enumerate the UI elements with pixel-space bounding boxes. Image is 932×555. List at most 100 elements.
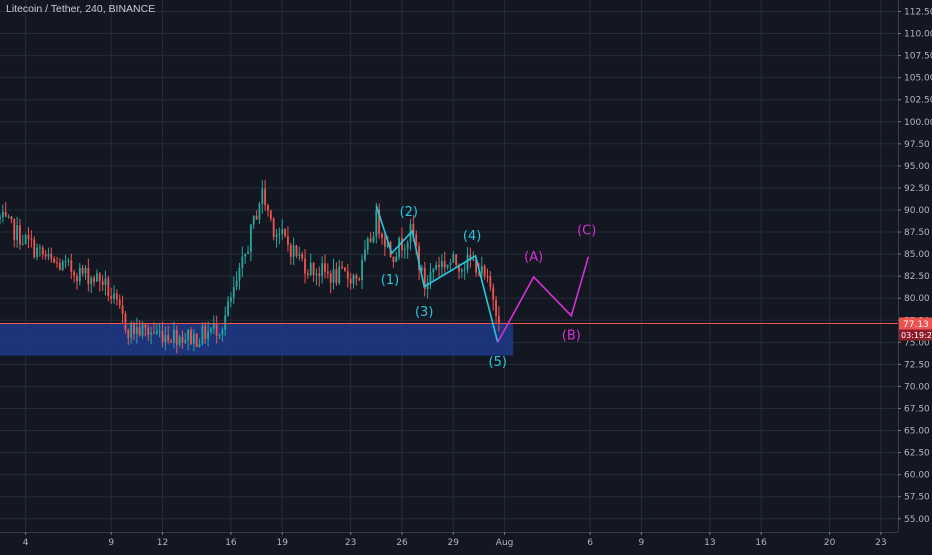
- candle-body: [98, 273, 101, 282]
- candle-body: [252, 215, 255, 225]
- candle: [298, 246, 301, 261]
- candle: [406, 240, 409, 259]
- candle: [378, 203, 381, 239]
- candle: [107, 275, 110, 302]
- candle-body: [381, 233, 383, 238]
- candle: [36, 243, 38, 261]
- candle: [144, 323, 147, 337]
- candle: [432, 267, 435, 282]
- price-tick-label: 72.50: [904, 360, 930, 370]
- wave-label: (C): [577, 224, 596, 239]
- price-tick-label: 107.50: [904, 52, 932, 62]
- price-tick-label: 55.00: [904, 515, 930, 525]
- candle-body: [386, 241, 389, 247]
- candle: [21, 234, 24, 246]
- candle: [435, 261, 438, 271]
- price-tick-label: 65.00: [904, 427, 930, 437]
- candle-body: [153, 332, 155, 334]
- candle-body: [64, 261, 67, 263]
- candle: [483, 264, 486, 280]
- candle-body: [298, 254, 301, 256]
- candle: [50, 247, 53, 263]
- candle-body: [70, 260, 73, 272]
- candle-body: [61, 261, 64, 270]
- candle-body: [144, 324, 147, 328]
- candle-body: [318, 273, 321, 277]
- candle: [187, 328, 190, 351]
- price-tick-label: 102.50: [904, 96, 932, 106]
- current-price-label: 77.13: [903, 320, 929, 330]
- candle-body: [87, 268, 90, 285]
- candle-body: [264, 188, 267, 206]
- candle-body: [423, 267, 426, 290]
- candle-body: [181, 336, 184, 343]
- candle-body: [275, 234, 278, 238]
- candle-body: [232, 286, 235, 298]
- candle-body: [118, 299, 121, 306]
- candle: [446, 264, 449, 271]
- wave-label: (5): [489, 355, 507, 370]
- wave-label: (1): [381, 273, 399, 288]
- candle-body: [76, 275, 78, 282]
- candle: [361, 254, 363, 290]
- candle: [118, 294, 121, 309]
- candle: [61, 259, 64, 272]
- candle: [440, 254, 443, 276]
- price-tick-label: 92.50: [904, 184, 930, 194]
- candle-body: [480, 266, 483, 274]
- candle-body: [432, 269, 435, 273]
- candle: [398, 236, 401, 261]
- candle-body: [247, 252, 249, 254]
- candle-body: [19, 225, 21, 245]
- time-tick-label: 20: [824, 538, 836, 548]
- price-tick-label: 112.50: [904, 7, 932, 17]
- price-tick-label: 62.50: [904, 449, 930, 459]
- candle: [93, 275, 96, 287]
- candle: [195, 333, 198, 347]
- candle: [346, 263, 349, 288]
- candle: [218, 333, 221, 340]
- candle-body: [141, 324, 144, 336]
- countdown-tag: [899, 329, 932, 341]
- candle-body: [147, 327, 150, 335]
- candle-body: [375, 209, 378, 237]
- candle: [338, 259, 341, 286]
- candle-body: [486, 276, 489, 278]
- candle-body: [284, 229, 287, 237]
- candle-body: [198, 343, 201, 347]
- candle: [175, 325, 178, 354]
- price-tick-label: 95.00: [904, 162, 930, 172]
- candle: [475, 258, 478, 277]
- candle-body: [7, 216, 10, 218]
- candle-body: [212, 323, 215, 329]
- candle-body: [138, 327, 141, 336]
- candle: [150, 326, 153, 345]
- candle: [110, 287, 113, 305]
- time-tick-label: 16: [225, 538, 237, 548]
- candle-body: [346, 271, 349, 279]
- candle-body: [21, 244, 24, 246]
- candle-body: [184, 340, 187, 343]
- wave-label: (B): [562, 329, 581, 344]
- candle: [121, 295, 124, 323]
- time-tick-label: 23: [875, 538, 886, 548]
- candle-body: [130, 323, 133, 338]
- candle: [438, 256, 440, 277]
- price-tick-label: 75.00: [904, 338, 930, 348]
- candle: [192, 329, 195, 352]
- candle: [403, 244, 406, 260]
- candle: [480, 256, 483, 278]
- candle: [127, 328, 130, 345]
- candle-body: [218, 334, 221, 336]
- price-tick-label: 100.00: [904, 118, 932, 128]
- candle-body: [229, 297, 232, 302]
- candle-body: [50, 253, 53, 259]
- candle: [269, 209, 272, 222]
- candle: [469, 247, 472, 268]
- candle: [158, 322, 161, 338]
- candle-body: [446, 264, 449, 268]
- candle: [16, 216, 19, 249]
- candle-body: [175, 329, 178, 345]
